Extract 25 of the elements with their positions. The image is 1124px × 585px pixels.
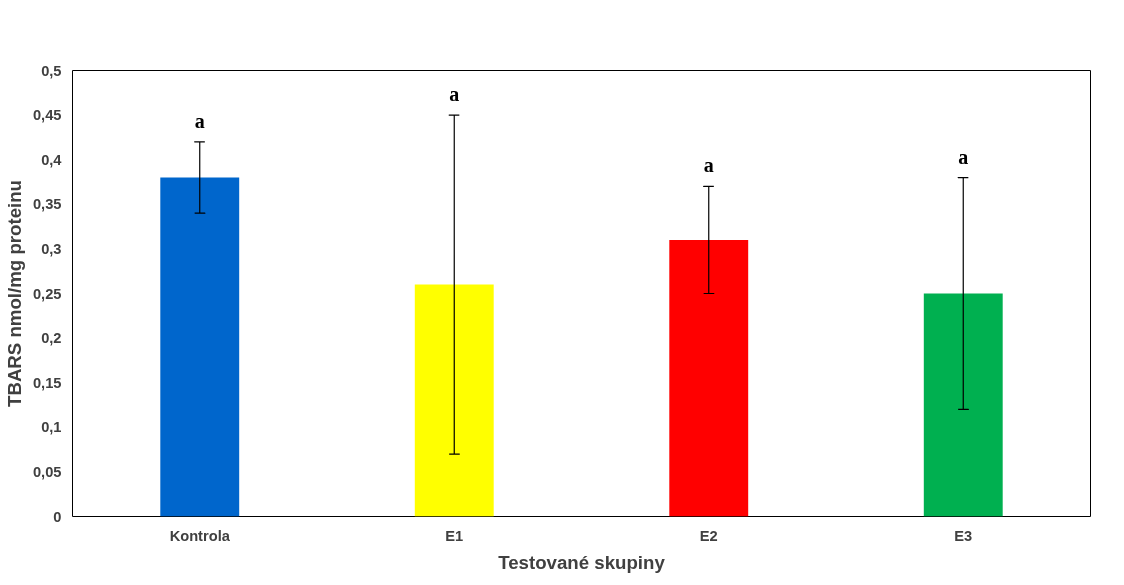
x-axis-title: Testované skupiny (498, 551, 666, 573)
annotation: a (703, 154, 714, 177)
y-tick-label: 0,05 (32, 463, 62, 480)
y-tick-label: 0,3 (41, 240, 62, 257)
bar (414, 284, 494, 517)
y-tick-label: 0 (53, 508, 62, 525)
y-axis-title: TBARS nmol/mg proteinu (3, 180, 25, 407)
y-tick-label: 0,35 (32, 196, 62, 213)
bar (160, 177, 240, 517)
annotation: a (958, 145, 969, 168)
x-tick-label: E2 (699, 527, 718, 544)
bar (669, 239, 749, 517)
y-tick-label: 0,4 (41, 151, 63, 168)
annotation: a (194, 109, 205, 132)
y-tick-label: 0,15 (32, 374, 62, 391)
bar (923, 293, 1003, 517)
y-tick-label: 0,1 (41, 419, 62, 436)
x-tick-label: E1 (445, 527, 464, 544)
y-tick-label: 0,2 (41, 330, 62, 347)
y-tick-label: 0,25 (32, 285, 62, 302)
y-tick-label: 0,5 (41, 62, 62, 79)
y-tick-label: 0,45 (32, 107, 62, 124)
annotation: a (449, 83, 460, 106)
x-tick-label: Kontrola (169, 527, 231, 544)
x-tick-label: E3 (954, 527, 973, 544)
